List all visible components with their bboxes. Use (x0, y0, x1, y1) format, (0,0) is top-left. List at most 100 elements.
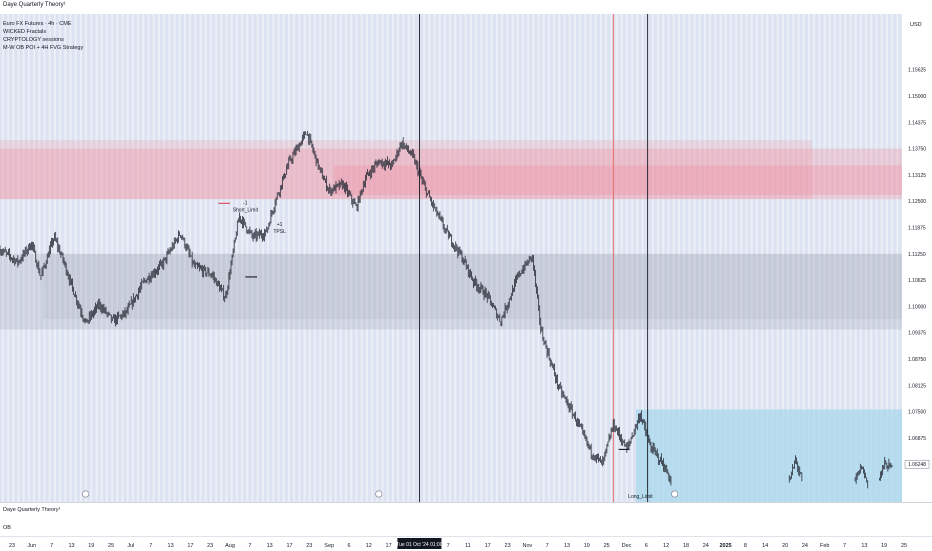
session-stripe (189, 14, 191, 502)
session-stripe (293, 14, 295, 502)
session-stripe (756, 14, 758, 502)
order-levels-layer (218, 202, 630, 450)
session-stripe (360, 14, 363, 502)
annotations-layer: Short_Limit-1 TPSL+1 Long_Limit (233, 201, 654, 500)
session-stripe (485, 14, 488, 502)
annotation-short-limit: Short_Limit (233, 208, 259, 214)
price-axis[interactable]: USD 1.15625 1.15000 1.14375 1.13750 1.13125 1… (902, 14, 932, 502)
time-tick-label: 19 (881, 543, 887, 549)
session-stripe (152, 14, 155, 502)
chart-legend[interactable]: Euro FX Futures · 4h · CME WICKED Fracta… (3, 20, 83, 52)
session-stripe (787, 14, 789, 502)
session-stripe (210, 14, 212, 502)
session-stripe (594, 14, 597, 502)
price-tick-label: 1.11875 (908, 226, 926, 232)
time-tick-label: 13 (267, 543, 273, 549)
price-tick-label: 1.12500 (908, 199, 926, 205)
price-chart[interactable]: Short_Limit-1 TPSL+1 Long_Limit USD 1.1562… (0, 14, 932, 502)
annotation-tpsl: TPSL (273, 229, 286, 235)
time-tick-label: 23 (9, 543, 15, 549)
crosshair-time-label: Tue 01 Oct '24 01:00 (396, 542, 443, 548)
session-stripe (496, 14, 498, 502)
session-stripe (366, 14, 368, 502)
legend-indicator[interactable]: M-W OB POI + 4H FVG Strategy (3, 45, 84, 51)
session-stripe (142, 14, 145, 502)
session-stripe (433, 14, 436, 502)
session-stripe (69, 14, 72, 502)
session-stripe (813, 14, 815, 502)
session-stripe (168, 14, 171, 502)
session-stripe (80, 14, 82, 502)
time-tick-label: 20 (782, 543, 788, 549)
session-stripe (730, 14, 732, 502)
session-stripe (704, 14, 706, 502)
session-stripe (776, 14, 779, 502)
session-stripe (288, 14, 290, 502)
price-tick-label: 1.15625 (908, 68, 926, 74)
session-stripe (355, 14, 358, 502)
session-stripe (371, 14, 373, 502)
annotation-tpsl-value: +1 (277, 222, 283, 228)
session-stripe (761, 14, 763, 502)
session-stripe (282, 14, 285, 502)
time-tick-label: 13 (68, 543, 74, 549)
range-zone (43, 253, 902, 319)
session-stripe (116, 14, 119, 502)
session-stripe (735, 14, 737, 502)
session-stripe (615, 14, 618, 502)
session-stripe (464, 14, 467, 502)
time-tick-label: 7 (447, 543, 450, 549)
time-tick-label: 17 (286, 543, 292, 549)
session-stripe (449, 14, 451, 502)
loop-icons (82, 490, 679, 498)
session-stripe (771, 14, 774, 502)
legend-indicator[interactable]: CRYPTOLOGY sessions (3, 37, 64, 43)
session-stripe (511, 14, 514, 502)
time-tick-label: 25 (108, 543, 114, 549)
annotation-short-limit-value: -1 (243, 201, 248, 207)
session-stripe (340, 14, 342, 502)
session-stripe (308, 14, 311, 502)
session-stripe (849, 14, 852, 502)
price-tick-label: 1.13750 (908, 147, 926, 153)
last-price-label: 1.06248 (908, 462, 926, 468)
session-stripe (537, 14, 540, 502)
session-stripe (558, 14, 561, 502)
session-stripe (574, 14, 576, 502)
time-tick-label: 14 (762, 543, 768, 549)
session-stripe (459, 14, 462, 502)
window-title: Daye Quarterly Theory¹ (3, 2, 66, 8)
session-stripe (641, 14, 644, 502)
supply-zone (333, 165, 902, 195)
session-stripe (28, 14, 30, 502)
session-stripe (147, 14, 150, 502)
legend-symbol[interactable]: Euro FX Futures · 4h · CME (3, 21, 72, 27)
legend-indicator[interactable]: WICKED Fractals (3, 29, 47, 35)
session-stripe (834, 14, 836, 502)
session-stripe (652, 14, 654, 502)
session-stripe (662, 14, 665, 502)
session-stripe (724, 14, 727, 502)
session-stripe (886, 14, 888, 502)
time-tick-label: 6 (645, 543, 648, 549)
session-stripe (605, 14, 607, 502)
time-axis[interactable]: 23 Jun 7 13 19 25 Jul 7 13 17 23 Aug 7 13 17 23 Sep 6 12 17… (0, 536, 932, 551)
session-stripe (17, 14, 20, 502)
session-stripe (262, 14, 264, 502)
time-tick-label: 13 (168, 543, 174, 549)
price-tick-label: 1.08125 (908, 383, 926, 389)
session-stripe (178, 14, 181, 502)
session-stripe (844, 14, 847, 502)
session-stripe (298, 14, 301, 502)
session-stripe (750, 14, 753, 502)
time-tick-label: 8 (744, 543, 747, 549)
pane-indicator-label[interactable]: OB (3, 525, 11, 531)
supply-zone (0, 140, 812, 200)
session-stripe (85, 14, 87, 502)
session-stripe (43, 14, 46, 502)
pane-title[interactable]: Daye Quarterly Theory¹ (3, 507, 61, 513)
time-tick-label: 19 (88, 543, 94, 549)
currency-label: USD (910, 22, 922, 28)
demand-zone (635, 409, 902, 502)
replay-icon (671, 490, 679, 498)
